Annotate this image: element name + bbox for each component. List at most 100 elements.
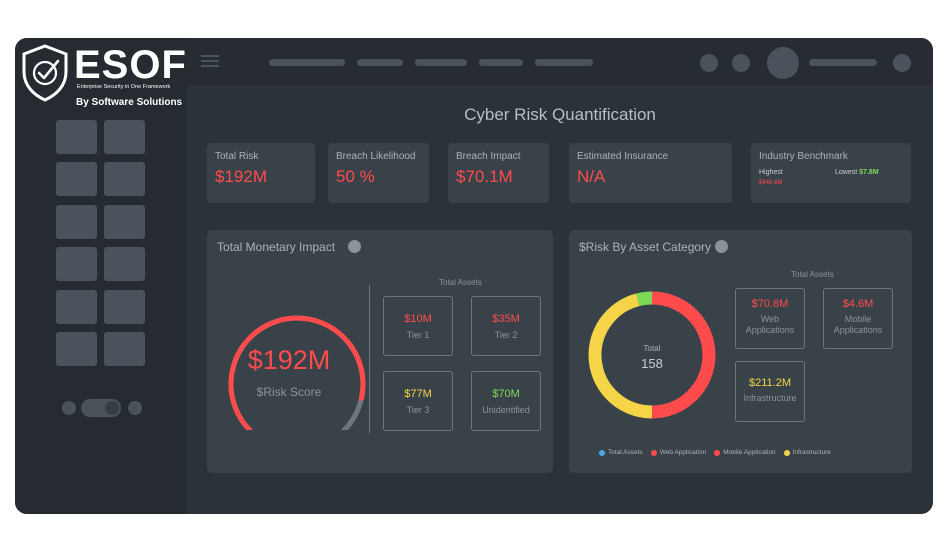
donut-total-label: Total [643, 344, 661, 353]
nav-placeholder-bar[interactable] [535, 59, 593, 66]
sidebar-tile[interactable] [104, 332, 145, 366]
gauge-label: $Risk Score [256, 385, 322, 399]
logo-name: ESOF [74, 43, 187, 87]
hamburger-menu-icon[interactable] [201, 55, 219, 57]
tier-card[interactable]: $10M Tier 1 [383, 296, 453, 356]
kpi-industry-benchmark[interactable]: Industry Benchmark Highest $446.6M Lowes… [751, 143, 911, 203]
legend-label: Infrastructure [792, 449, 831, 456]
sidebar-dot-left[interactable] [62, 401, 76, 415]
tier-name: Tier 3 [406, 405, 430, 415]
monetary-impact-panel: Total Monetary Impact $192M $Risk Score … [207, 230, 553, 473]
legend-item[interactable]: Infrastructure [783, 449, 831, 456]
sidebar-toggle[interactable] [81, 399, 121, 417]
kpi-label: Total Risk [215, 151, 259, 162]
sidebar-tile[interactable] [56, 332, 97, 366]
page-title: Cyber Risk Quantification [464, 105, 656, 124]
asset-card-web[interactable]: $70.8M Web Applications [735, 288, 805, 349]
nav-placeholder-bar[interactable] [479, 59, 523, 66]
asset-name: Web Applications [745, 314, 795, 335]
benchmark-lowest: Lowest $7.8M [835, 169, 879, 176]
total-assets-label: Total Assets [439, 278, 482, 287]
asset-category-panel: $Risk By Asset Category Total 158 Total … [569, 230, 912, 473]
tier-value: $77M [404, 388, 432, 400]
shield-check-icon [22, 44, 68, 102]
nav-placeholder-bar[interactable] [269, 59, 345, 66]
asset-donut-chart [588, 291, 716, 419]
kpi-breach-likelihood[interactable]: Breach Likelihood 50 % [328, 143, 429, 203]
legend-item[interactable]: Web Application [650, 449, 707, 456]
kpi-label: Breach Impact [456, 151, 521, 162]
user-name-placeholder[interactable] [809, 59, 877, 66]
sidebar-tile[interactable] [56, 205, 97, 239]
total-assets-label: Total Assets [791, 270, 834, 279]
sidebar-tile[interactable] [56, 290, 97, 324]
asset-name: Mobile Applications [833, 314, 883, 335]
topbar-circle-icon[interactable] [700, 54, 718, 72]
dashboard-window: Cyber Risk Quantification Total Risk $19… [15, 38, 933, 514]
legend-dot [714, 449, 721, 456]
nav-placeholder-bar[interactable] [357, 59, 403, 66]
legend-dot [599, 449, 605, 456]
tier-card[interactable]: $70M Unidentified [471, 371, 541, 431]
tier-name: Unidentified [482, 405, 530, 415]
benchmark-highest-label: Highest [759, 169, 783, 176]
sidebar-tile[interactable] [56, 120, 97, 154]
donut-legend: Total Assets Web Application Mobile Appl… [599, 449, 831, 456]
topbar-circle-icon[interactable] [893, 54, 911, 72]
asset-value: $211.2M [749, 377, 791, 389]
sidebar-tile[interactable] [104, 162, 145, 196]
panel-title: Total Monetary Impact [217, 240, 336, 254]
donut-segment-web-application[interactable] [651, 291, 716, 419]
kpi-value: 50 % [336, 167, 375, 186]
asset-card-infrastructure[interactable]: $211.2M Infrastructure [735, 361, 805, 422]
kpi-value: $192M [215, 167, 267, 186]
logo-by: By Software Solutions [76, 97, 183, 108]
divider [369, 285, 370, 433]
info-icon[interactable] [715, 240, 728, 253]
tier-name: Tier 2 [494, 330, 518, 340]
donut-segment-mobile-application[interactable] [636, 291, 653, 307]
tier-value: $35M [492, 313, 520, 325]
risk-score-gauge [228, 315, 366, 430]
benchmark-lowest-value: $7.8M [859, 169, 879, 176]
sidebar-tile[interactable] [104, 247, 145, 281]
sidebar-tile[interactable] [104, 290, 145, 324]
sidebar-tile[interactable] [56, 162, 97, 196]
tier-card[interactable]: $35M Tier 2 [471, 296, 541, 356]
sidebar-dot-right[interactable] [128, 401, 142, 415]
panel-title: $Risk By Asset Category [579, 240, 712, 254]
tier-name: Tier 1 [406, 330, 430, 340]
legend-dot [650, 449, 657, 456]
tier-value: $10M [404, 313, 432, 325]
gauge-fill [228, 315, 366, 430]
legend-item[interactable]: Total Assets [599, 449, 643, 456]
esof-logo: ESOF Enterprise Security in One Framewor… [20, 42, 186, 114]
kpi-label: Breach Likelihood [336, 151, 416, 162]
kpi-total-risk[interactable]: Total Risk $192M [207, 143, 315, 203]
legend-item[interactable]: Mobile Application [714, 449, 776, 456]
sidebar [15, 38, 187, 514]
kpi-value: $70.1M [456, 167, 513, 186]
kpi-estimated-insurance[interactable]: Estimated Insurance N/A [569, 143, 732, 203]
asset-value: $4.6M [842, 298, 874, 310]
topbar-circle-icon[interactable] [732, 54, 750, 72]
tier-value: $70M [492, 388, 520, 400]
benchmark-lowest-label: Lowest [835, 169, 858, 176]
legend-label: Web Application [659, 449, 707, 456]
donut-total-value: 158 [641, 356, 663, 371]
info-icon[interactable] [348, 240, 361, 253]
tier-card[interactable]: $77M Tier 3 [383, 371, 453, 431]
donut-segment-infrastructure[interactable] [588, 293, 653, 419]
sidebar-tile[interactable] [56, 247, 97, 281]
sidebar-tile[interactable] [104, 205, 145, 239]
asset-value: $70.8M [751, 298, 789, 310]
sidebar-tile[interactable] [104, 120, 145, 154]
gauge-value: $192M [247, 345, 331, 375]
nav-placeholder-bar[interactable] [415, 59, 467, 66]
asset-card-mobile[interactable]: $4.6M Mobile Applications [823, 288, 893, 349]
legend-dot [783, 449, 790, 456]
toggle-knob [105, 401, 119, 415]
legend-label: Mobile Application [723, 449, 776, 456]
avatar[interactable] [767, 47, 799, 79]
kpi-breach-impact[interactable]: Breach Impact $70.1M [448, 143, 549, 203]
